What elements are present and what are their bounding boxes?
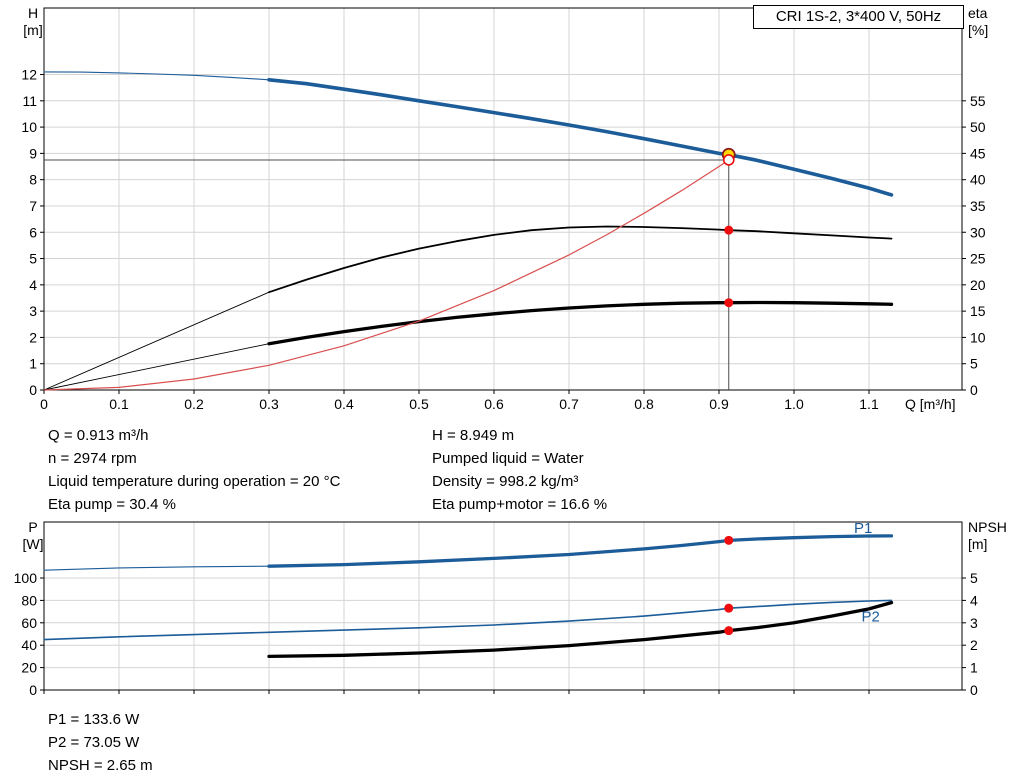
y-left-tick-label: 20 [21,660,37,676]
info-line-flow: Q = 0.913 m³/h [48,427,149,444]
system-curve [43,159,730,391]
y-left-tick-label: 12 [21,67,37,83]
x-tick-label: 0 [40,396,48,412]
info-line-liquid-temperature: Liquid temperature during operation = 20… [48,473,341,490]
duty-info-right: H = 8.949 m Pumped liquid = Water Densit… [432,424,607,516]
y-left-tick-label: 10 [21,119,37,135]
y-left-axis-title: [W] [23,536,44,552]
y-left-tick-label: 60 [21,615,37,631]
info-line-npsh: NPSH = 2.65 m [48,757,153,774]
plot-border [43,7,963,391]
y-right-tick-label: 55 [970,93,986,109]
y-right-tick-label: 2 [970,637,978,653]
y-right-tick-label: 3 [970,615,978,631]
x-tick-label: 0.5 [409,396,429,412]
y-left-tick-label: 0 [29,382,37,398]
y-left-tick-label: 2 [29,329,37,345]
head-efficiency-chart: 0 0.1 0.2 0.3 0.4 0.5 0.6 0.7 0.8 0.9 1.0 1.1012345… [21,5,988,412]
y-left-tick-label: 5 [29,251,37,267]
y-left-tick-label: 1 [29,356,37,372]
x-tick-label: 0.8 [634,396,654,412]
y-left-tick-label: 6 [29,224,37,240]
p1-series-label: P1 [854,520,872,537]
y-right-tick-label: 5 [970,570,978,586]
x-tick-label: 1.1 [859,396,879,412]
y-right-axis-title: [m] [968,536,987,552]
x-tick-label: 0.3 [259,396,279,412]
y-left-tick-label: 4 [29,277,37,293]
x-tick-label: 0.4 [334,396,354,412]
y-right-tick-label: 40 [970,172,986,188]
y-right-tick-label: 1 [970,660,978,676]
info-line-p2: P2 = 73.05 W [48,734,140,751]
y-right-tick-label: 10 [970,329,986,345]
eta-pump-motor-curve [267,300,894,346]
y-left-axis-title: P [28,519,37,535]
y-right-tick-label: 30 [970,224,986,240]
y-right-tick-label: 5 [970,356,978,372]
info-line-p1: P1 = 133.6 W [48,711,140,728]
x-tick-label: 0.1 [109,396,129,412]
y-left-tick-label: 7 [29,198,37,214]
x-tick-label: 0.2 [184,396,204,412]
npsh-curve [267,600,894,659]
hq-curve [267,78,894,197]
p2-curve [43,599,893,641]
y-right-tick-label: 35 [970,198,986,214]
duty-point-system[interactable] [722,154,735,166]
y-left-tick-label: 40 [21,637,37,653]
duty-info-left: Q = 0.913 m³/h n = 2974 rpm Liquid tempe… [48,424,340,516]
eta-pump-motor-extrapolation-line [43,343,270,391]
y-left-axis-title: [m] [23,22,42,38]
y-left-tick-label: 9 [29,145,37,161]
duty-point-eta-pump [724,225,734,235]
p2-series-label: P2 [862,609,880,626]
duty-point-p2 [724,603,734,613]
duty-point-npsh [724,626,734,636]
y-left-tick-label: 11 [22,93,37,109]
y-right-axis-title: eta [968,5,988,21]
y-left-tick-label: 0 [29,682,37,698]
info-line-pumped-liquid: Pumped liquid = Water [432,450,584,467]
p1-curve-extrapolated [43,565,270,571]
duty-point-eta-total [724,298,734,308]
info-line-head: H = 8.949 m [432,427,515,444]
x-axis-title: Q [m³/h] [905,396,956,412]
y-right-tick-label: 4 [970,592,978,608]
y-left-axis-title: H [28,5,38,21]
y-left-tick-label: 8 [29,172,37,188]
y-left-tick-label: 100 [14,570,38,586]
info-line-speed: n = 2974 rpm [48,450,137,467]
info-line-eta-pump-motor: Eta pump+motor = 16.6 % [432,496,608,513]
power-npsh-info: P1 = 133.6 W P2 = 73.05 W NPSH = 2.65 m [48,708,153,777]
y-left-tick-label: 3 [29,303,37,319]
info-line-density: Density = 998.2 kg/m³ [432,473,579,490]
x-tick-label: 1.0 [784,396,804,412]
x-tick-label: 0.9 [709,396,729,412]
eta-pump-curve [268,225,893,294]
y-right-axis-title: [%] [968,22,988,38]
y-right-tick-label: 25 [970,251,986,267]
y-right-axis-title: NPSH [968,519,1007,535]
y-right-tick-label: 15 [970,303,986,319]
hq-curve-extrapolated [43,71,270,81]
y-right-tick-label: 20 [970,277,986,293]
info-line-eta-pump: Eta pump = 30.4 % [48,496,176,513]
y-right-tick-label: 0 [970,382,978,398]
y-right-tick-label: 0 [970,682,978,698]
y-right-tick-label: 50 [970,119,986,135]
x-tick-label: 0.7 [559,396,579,412]
power-npsh-chart: P1 P2 0 20 40 60 80 100 0 1 2 3 4 5 P[W] NPSH[m] [14,519,1007,698]
y-left-tick-label: 80 [21,592,37,608]
x-tick-label: 0.6 [484,396,504,412]
p1-curve [267,534,894,568]
eta-pump-extrapolation-line [43,291,270,391]
plot-border [43,521,963,691]
pump-title-box: CRI 1S-2, 3*400 V, 50Hz [753,5,964,29]
duty-point-p1 [724,535,734,545]
y-right-tick-label: 45 [970,145,986,161]
